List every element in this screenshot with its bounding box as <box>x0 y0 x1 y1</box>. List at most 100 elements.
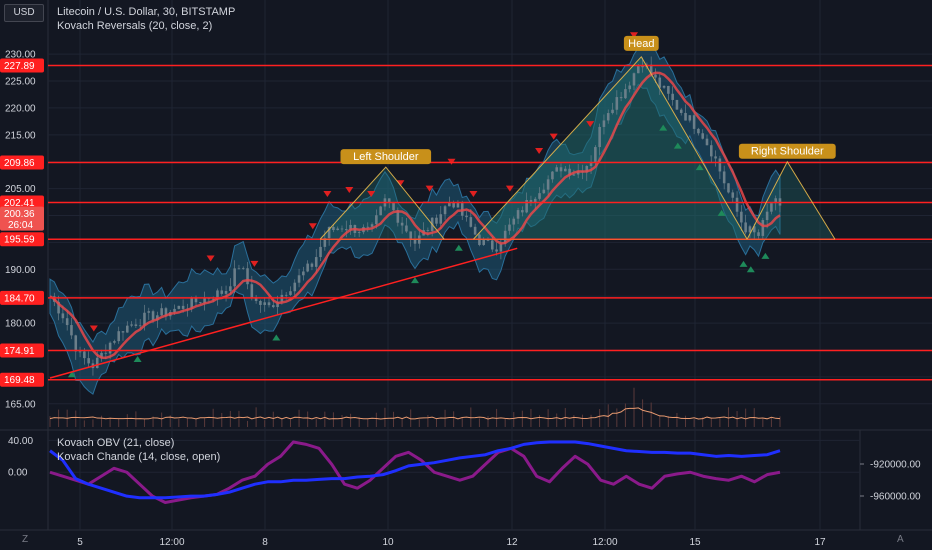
support-trendline <box>49 247 518 379</box>
candle-body <box>679 109 683 113</box>
candle-body <box>113 341 116 343</box>
reversal-down-arrow <box>250 260 259 267</box>
x-tick-label: 12:00 <box>159 537 184 548</box>
left-shoulder-label: Left Shoulder <box>353 151 419 163</box>
candle-body <box>336 228 339 231</box>
candle-body <box>546 179 550 190</box>
candle-body <box>375 215 378 225</box>
candle-body <box>199 302 202 304</box>
right-shoulder-label-box <box>738 143 836 159</box>
reversal-down-arrow <box>586 121 595 128</box>
candle-body <box>641 66 644 68</box>
reversal-up-arrow <box>717 209 726 216</box>
candle-body <box>473 226 477 235</box>
candle-body <box>637 66 640 74</box>
candle-body <box>289 291 292 295</box>
candle-body <box>233 268 236 287</box>
candle-body <box>426 230 430 231</box>
reversal-up-arrow <box>133 355 142 362</box>
candle-body <box>340 228 344 230</box>
candle-body <box>486 240 490 241</box>
candle-body <box>499 243 503 252</box>
price-level-tag <box>0 290 44 305</box>
reversal-down-arrow <box>367 191 376 197</box>
candle-body <box>190 297 193 309</box>
y-tick-label: 165.00 <box>5 399 36 410</box>
reversal-down-arrow <box>535 147 544 154</box>
candle-body <box>688 115 692 121</box>
reversal-up-arrow <box>272 334 281 341</box>
reversal-down-arrow <box>425 185 434 192</box>
symbol-title: Litecoin / U.S. Dollar, 30, BITSTAMP <box>57 6 236 18</box>
reversal-down-arrow <box>308 223 317 230</box>
candle-body <box>263 302 266 305</box>
candle-body <box>744 222 747 233</box>
candle-body <box>482 240 485 245</box>
x-tick-label: 8 <box>262 537 268 548</box>
candle-body <box>108 342 112 354</box>
candle-body <box>469 217 473 227</box>
reversal-up-arrow <box>761 252 770 259</box>
reversal-up-arrow <box>673 142 682 149</box>
reversal-down-arrow <box>630 32 638 39</box>
head-label: Head <box>628 38 654 50</box>
candle-body <box>559 167 563 172</box>
price-level-label: 184.70 <box>4 293 35 304</box>
candle-body <box>667 85 670 94</box>
auto-scale-icon[interactable]: A <box>897 534 904 545</box>
price-level-label: 174.91 <box>4 346 35 357</box>
reversal-up-arrow <box>659 124 668 131</box>
candle-body <box>714 156 717 159</box>
candle-body <box>229 286 232 292</box>
candle-body <box>332 227 335 231</box>
candle-body <box>387 198 391 203</box>
right-shoulder-label: Right Shoulder <box>751 146 824 158</box>
candle-body <box>525 200 528 213</box>
candle-body <box>439 214 443 224</box>
price-level-label: 195.59 <box>4 235 35 246</box>
candle-body <box>551 171 554 180</box>
y-tick-label: 230.00 <box>5 50 36 61</box>
candle-body <box>306 263 309 272</box>
candle-body <box>722 171 726 184</box>
candle-body <box>628 85 631 90</box>
candle-body <box>357 232 361 234</box>
price-level-tag <box>0 343 44 358</box>
candle-body <box>104 352 108 354</box>
candle-body <box>757 232 760 236</box>
candle-body <box>731 192 735 198</box>
candle-body <box>254 298 258 302</box>
currency-button[interactable]: USD <box>4 4 44 22</box>
candle-body <box>705 138 709 146</box>
candle-body <box>181 305 185 309</box>
right-shoulder-area <box>747 161 835 240</box>
candle-body <box>396 210 400 223</box>
candle-body <box>151 311 155 321</box>
candle-body <box>692 115 696 129</box>
candle-body <box>538 193 541 199</box>
reversal-down-arrow <box>505 185 514 192</box>
candle-body <box>752 226 756 233</box>
reversal-down-arrow <box>469 191 478 197</box>
candle-body <box>765 211 769 221</box>
y-tick-label: 215.00 <box>5 130 36 141</box>
price-level-label: 227.89 <box>4 61 35 72</box>
indicator-title-reversals: Kovach Reversals (20, close, 2) <box>57 20 213 32</box>
indicator-title-obv: Kovach OBV (21, close) <box>57 437 175 449</box>
candle-body <box>83 351 86 359</box>
reversal-up-arrow <box>746 266 755 273</box>
left-shoulder-outline <box>319 166 445 240</box>
x-tick-label: 17 <box>814 537 826 548</box>
candle-body <box>740 211 743 223</box>
y-tick-label: 180.00 <box>5 319 36 330</box>
candle-body <box>400 222 404 226</box>
candle-body <box>594 147 597 163</box>
candle-body <box>95 357 99 369</box>
timezone-icon[interactable]: Z <box>22 534 29 545</box>
head-label-box <box>623 35 659 51</box>
head-area <box>473 56 748 240</box>
candle-body <box>65 318 69 326</box>
candle-body <box>456 203 460 208</box>
